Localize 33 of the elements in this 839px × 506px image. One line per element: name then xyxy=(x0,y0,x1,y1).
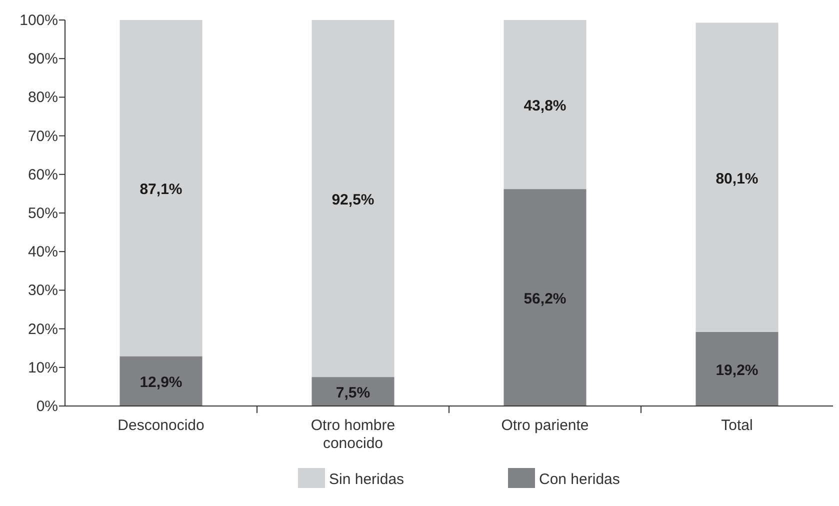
y-tick-label: 60% xyxy=(28,166,58,184)
bar xyxy=(312,377,394,406)
x-tick-label: Otro hombre conocido xyxy=(310,417,396,452)
data-label: 87,1% xyxy=(140,181,182,198)
data-label: 7,5% xyxy=(336,384,370,402)
x-tick-label: Desconocido xyxy=(118,417,204,434)
legend-label: Con heridas xyxy=(539,471,620,488)
y-tick-label: 70% xyxy=(28,128,58,145)
bar xyxy=(696,22,778,332)
data-label: 43,8% xyxy=(524,98,566,115)
y-tick-label: 50% xyxy=(28,205,58,222)
y-tick-label: 20% xyxy=(28,320,58,338)
y-tick-label: 80% xyxy=(28,89,58,106)
legend-label: Sin heridas xyxy=(329,471,404,488)
bar xyxy=(312,20,394,378)
y-tick-label: 90% xyxy=(28,50,58,68)
y-tick-label: 30% xyxy=(28,282,58,300)
data-label: 12,9% xyxy=(140,374,182,392)
x-tick-label: Otro pariente xyxy=(501,417,589,434)
y-tick-label: 100% xyxy=(20,12,58,29)
bar xyxy=(120,20,202,356)
data-label: 80,1% xyxy=(716,170,758,188)
y-tick-label: 40% xyxy=(28,244,58,261)
data-label: 19,2% xyxy=(716,362,758,379)
y-tick-label: 0% xyxy=(36,398,58,415)
bar xyxy=(120,356,202,406)
data-label: 92,5% xyxy=(332,192,374,209)
x-tick-label: Total xyxy=(721,417,753,434)
bar xyxy=(504,189,586,406)
y-tick-label: 10% xyxy=(28,359,58,376)
bar xyxy=(504,20,586,190)
bar xyxy=(696,332,778,406)
data-label: 56,2% xyxy=(524,290,566,308)
